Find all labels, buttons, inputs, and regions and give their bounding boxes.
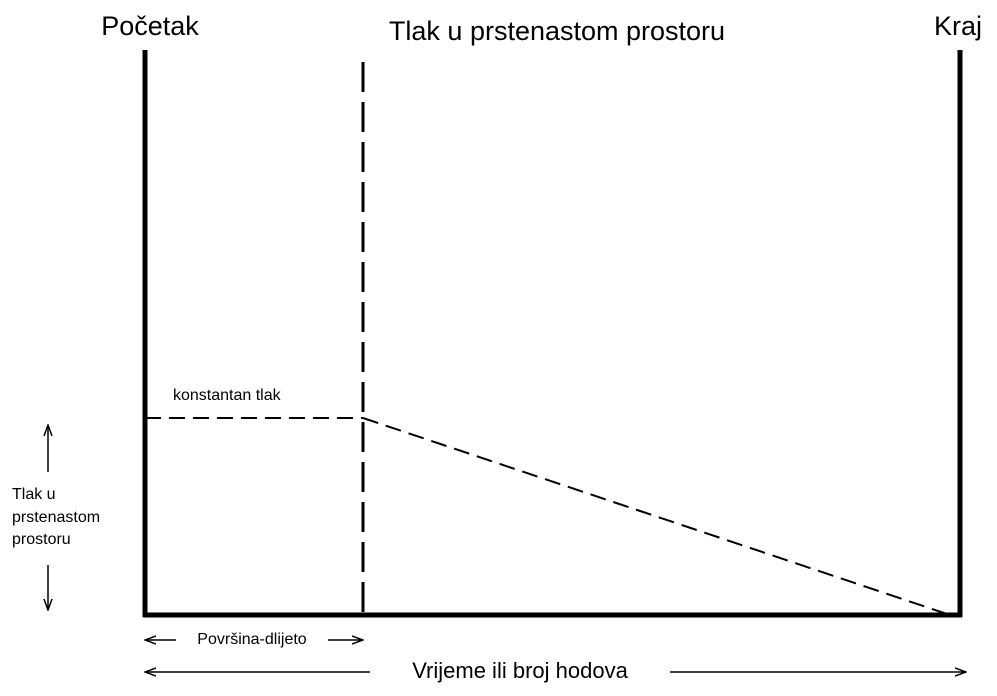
bit-label: Površina-dlijeto: [197, 631, 306, 648]
time-label: Vrijeme ili broj hodova: [412, 658, 628, 683]
annotation: konstantan tlak: [173, 387, 282, 404]
title: Tlak u prstenastom prostoru: [389, 16, 725, 46]
end-label: Kraj: [934, 11, 982, 41]
pressure-decline: [362, 417, 951, 616]
y-label-line: prstenastom: [12, 509, 100, 526]
start-label: Početak: [101, 11, 199, 41]
y-label-line: Tlak u: [12, 486, 56, 503]
y-label-line: prostoru: [12, 531, 71, 548]
